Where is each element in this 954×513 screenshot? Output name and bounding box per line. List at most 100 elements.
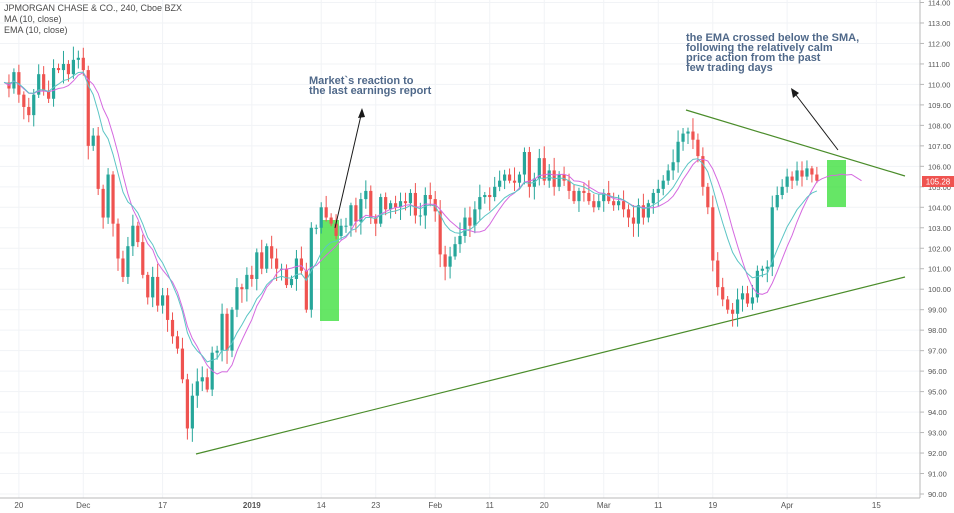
candle-up[interactable]	[344, 225, 348, 227]
candle-down[interactable]	[438, 211, 442, 255]
candle-down[interactable]	[156, 276, 160, 306]
time-axis[interactable]: 20 Dec 17 2019 14 23 Feb 11 20 Mar 11 19 Apr 15	[14, 501, 881, 510]
candle-down[interactable]	[393, 203, 398, 208]
candle-up[interactable]	[760, 268, 764, 271]
candle-up[interactable]	[230, 309, 234, 351]
candle-down[interactable]	[22, 94, 26, 107]
candle-down[interactable]	[641, 205, 645, 218]
candle-up[interactable]	[235, 287, 239, 310]
candle-up[interactable]	[161, 295, 165, 306]
candle-up[interactable]	[37, 74, 41, 95]
candle-down[interactable]	[185, 379, 189, 429]
candle-down[interactable]	[443, 254, 447, 267]
candle-up[interactable]	[557, 174, 561, 187]
candle-up[interactable]	[517, 174, 522, 183]
candle-up[interactable]	[651, 192, 655, 204]
candle-up[interactable]	[190, 395, 194, 429]
candle-up[interactable]	[265, 246, 269, 269]
candle-down[interactable]	[275, 258, 279, 269]
candle-up[interactable]	[785, 176, 789, 187]
candle-down[interactable]	[42, 74, 46, 91]
candle-down[interactable]	[800, 170, 804, 177]
candle-down[interactable]	[701, 156, 705, 187]
candle-down[interactable]	[136, 225, 140, 243]
candle-down[interactable]	[562, 174, 566, 181]
candle-up[interactable]	[408, 192, 413, 204]
candle-up[interactable]	[220, 313, 224, 351]
candle-up[interactable]	[339, 225, 343, 236]
candle-down[interactable]	[507, 174, 512, 181]
candle-down[interactable]	[81, 57, 85, 71]
candle-down[interactable]	[592, 201, 596, 208]
candle-up[interactable]	[245, 274, 249, 290]
candle-down[interactable]	[567, 180, 571, 191]
candle-down[interactable]	[631, 217, 636, 224]
candle-down[interactable]	[488, 195, 492, 198]
candle-down[interactable]	[626, 209, 631, 218]
candle-up[interactable]	[61, 63, 66, 71]
candle-down[interactable]	[170, 319, 175, 337]
candle-up[interactable]	[676, 141, 680, 163]
candle-up[interactable]	[780, 186, 784, 196]
recent-highlight-box[interactable]	[827, 160, 846, 207]
candle-up[interactable]	[463, 217, 467, 236]
candle-up[interactable]	[51, 68, 56, 99]
candle-down[interactable]	[621, 201, 626, 210]
candle-up[interactable]	[418, 215, 422, 217]
ma-line[interactable]	[3, 72, 862, 375]
candle-down[interactable]	[716, 260, 720, 288]
candle-down[interactable]	[260, 252, 264, 269]
candle-up[interactable]	[131, 225, 135, 247]
candle-up[interactable]	[805, 168, 809, 177]
candle-up[interactable]	[493, 186, 497, 198]
candle-up[interactable]	[294, 258, 299, 279]
candle-down[interactable]	[731, 309, 735, 314]
candle-up[interactable]	[453, 244, 457, 257]
candle-down[interactable]	[374, 217, 378, 224]
candle-up[interactable]	[398, 201, 403, 208]
candle-up[interactable]	[671, 162, 675, 171]
candle-down[interactable]	[468, 217, 472, 226]
candle-down[interactable]	[101, 188, 105, 218]
candle-up[interactable]	[314, 227, 318, 229]
candle-up[interactable]	[364, 190, 368, 200]
candle-up[interactable]	[195, 381, 199, 396]
price-axis[interactable]: 90.00 91.00 92.00 93.00 94.00 95.00 96.00 97.00…	[920, 0, 951, 499]
candle-down[interactable]	[240, 287, 244, 290]
lower-trendline[interactable]	[195, 276, 906, 455]
candle-down[interactable]	[691, 131, 695, 140]
candle-up[interactable]	[389, 203, 393, 210]
candle-down[interactable]	[27, 106, 31, 116]
candle-up[interactable]	[775, 195, 779, 208]
candle-down[interactable]	[47, 90, 51, 99]
candle-down[interactable]	[225, 313, 229, 351]
candle-down[interactable]	[250, 274, 254, 279]
candle-down[interactable]	[433, 199, 437, 212]
candle-down[interactable]	[726, 299, 730, 310]
candle-down[interactable]	[369, 190, 373, 218]
candle-down[interactable]	[141, 242, 145, 275]
candle-up[interactable]	[200, 377, 204, 382]
candle-up[interactable]	[522, 151, 527, 175]
candle-down[interactable]	[413, 192, 417, 216]
candle-up[interactable]	[750, 297, 755, 304]
candle-down[interactable]	[428, 195, 432, 200]
candle-up[interactable]	[795, 170, 799, 181]
candle-down[interactable]	[790, 176, 794, 181]
candle-down[interactable]	[304, 270, 308, 310]
candle-up[interactable]	[423, 195, 427, 216]
candle-up[interactable]	[681, 133, 685, 142]
candle-down[interactable]	[270, 246, 274, 259]
candle-up[interactable]	[740, 293, 745, 300]
candle-down[interactable]	[612, 201, 616, 206]
candle-down[interactable]	[403, 201, 408, 204]
candle-down[interactable]	[66, 63, 71, 75]
candle-down[interactable]	[175, 336, 180, 349]
candle-down[interactable]	[324, 207, 328, 218]
candle-up[interactable]	[349, 205, 353, 226]
candle-down[interactable]	[116, 223, 120, 259]
ema-line[interactable]	[3, 71, 818, 363]
candle-up[interactable]	[76, 57, 80, 60]
candle-up[interactable]	[151, 276, 155, 298]
candle-down[interactable]	[721, 287, 725, 300]
